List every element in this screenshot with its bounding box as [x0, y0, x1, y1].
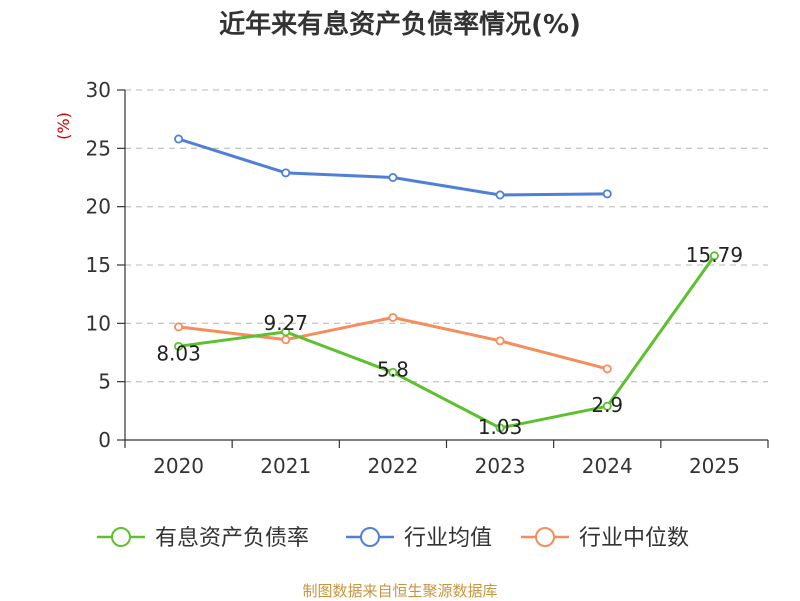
- data-point[interactable]: [495, 336, 505, 346]
- x-tick-label: 2025: [689, 454, 740, 478]
- data-label: 1.03: [478, 415, 523, 439]
- legend-swatch-marker: [535, 527, 555, 547]
- legend-item-2[interactable]: 行业中位数: [521, 526, 689, 551]
- y-tick-label: 20: [86, 195, 111, 219]
- chart-title: 近年来有息资产负债率情况(%): [219, 10, 581, 40]
- legend[interactable]: 有息资产负债率 行业均值 行业中位数: [97, 526, 689, 551]
- y-tick-label: 10: [86, 311, 111, 335]
- data-point[interactable]: [388, 172, 398, 182]
- legend-swatch-marker: [360, 527, 380, 547]
- legend-item-1[interactable]: 行业均值: [346, 526, 492, 551]
- series-layer: [174, 134, 719, 433]
- data-label: 5.8: [377, 357, 409, 381]
- data-label: 9.27: [263, 311, 308, 335]
- data-point[interactable]: [388, 312, 398, 322]
- data-labels: 8.03 9.27 5.8 1.03 2.9 15.79: [156, 243, 743, 439]
- data-point[interactable]: [281, 327, 291, 337]
- data-point[interactable]: [602, 401, 612, 411]
- y-tick-label: 0: [98, 428, 111, 452]
- data-point[interactable]: [495, 190, 505, 200]
- data-label: 2.9: [591, 393, 623, 417]
- data-point[interactable]: [281, 335, 291, 345]
- x-tick-label: 2021: [260, 454, 311, 478]
- y-tick-label: 25: [86, 136, 111, 160]
- data-point[interactable]: [495, 423, 505, 433]
- x-tick-label: 2024: [582, 454, 633, 478]
- y-tick-label: 30: [86, 78, 111, 102]
- x-tick-label: 2022: [367, 454, 418, 478]
- series-line-0: [178, 254, 716, 430]
- series-line-1: [178, 137, 608, 197]
- legend-label: 有息资产负债率: [155, 526, 309, 551]
- y-tick-label: 15: [86, 253, 111, 277]
- source-note: 制图数据来自恒生聚源数据库: [302, 582, 498, 600]
- legend-label: 行业中位数: [579, 526, 689, 551]
- x-tick-label: 2020: [153, 454, 204, 478]
- data-point[interactable]: [174, 322, 184, 332]
- data-point[interactable]: [174, 134, 184, 144]
- grid-lines: [125, 89, 768, 383]
- data-label: 8.03: [156, 341, 201, 365]
- data-point[interactable]: [602, 364, 612, 374]
- legend-label: 行业均值: [404, 526, 492, 551]
- y-tick-label: 5: [98, 370, 111, 394]
- data-point[interactable]: [388, 367, 398, 377]
- data-point[interactable]: [602, 189, 612, 199]
- data-point[interactable]: [709, 251, 719, 261]
- data-point[interactable]: [174, 341, 184, 351]
- legend-swatch-marker: [111, 527, 131, 547]
- x-tick-label: 2023: [475, 454, 526, 478]
- legend-item-0[interactable]: 有息资产负债率: [97, 526, 309, 551]
- y-axis-unit-label: (%): [54, 112, 73, 140]
- data-label: 15.79: [686, 243, 743, 267]
- data-point[interactable]: [281, 168, 291, 178]
